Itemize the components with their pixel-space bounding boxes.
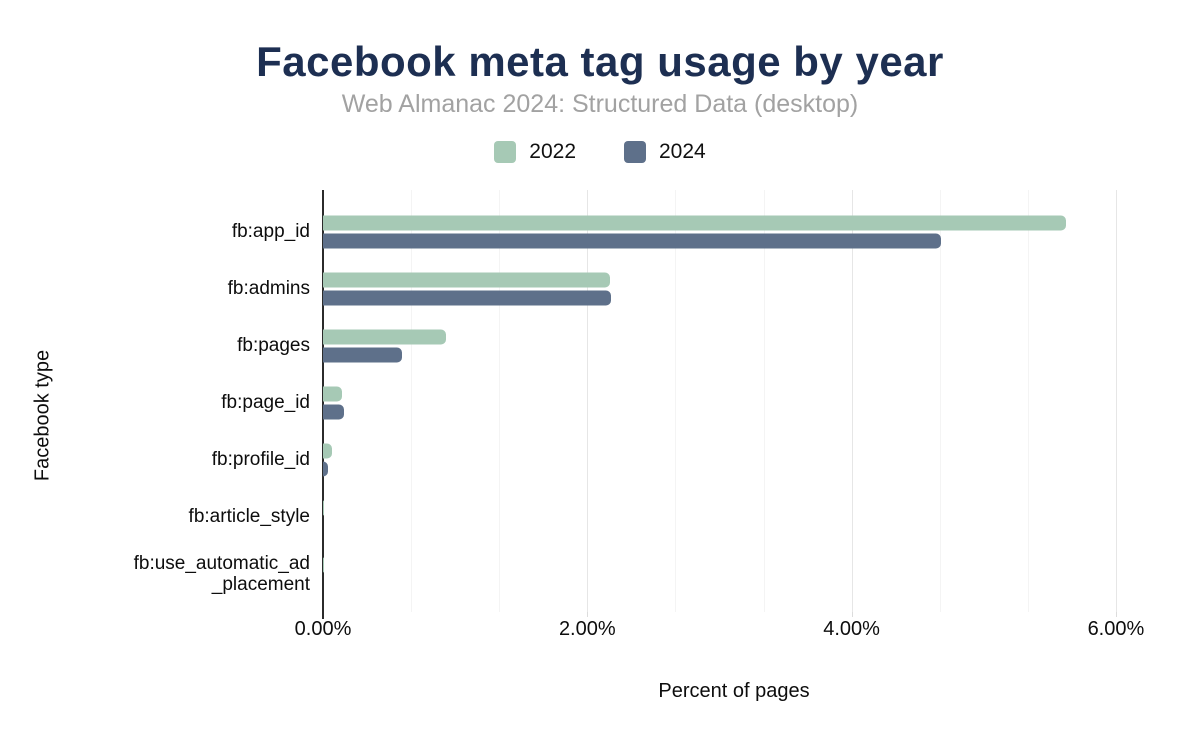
bar-pair: [323, 500, 1145, 533]
x-axis-tick-mark: [587, 612, 589, 617]
bar-2024-fb:page_id: [323, 404, 345, 419]
gridline-major: [851, 190, 853, 612]
category-label-fb:admins: fb:admins: [227, 278, 310, 299]
bar-2022-fb:use_automatic_ad_placement: [323, 557, 325, 572]
category-label-fb:article_style: fb:article_style: [188, 506, 310, 527]
bar-2022-fb:app_id: [323, 215, 1066, 230]
x-tick-label-6.00%: 6.00%: [1087, 618, 1145, 640]
x-tick-label-0.00%: 0.00%: [294, 618, 352, 640]
bar-row-fb:page_id: [323, 374, 1145, 431]
bar-pair: [323, 443, 1145, 476]
bar-pair: [323, 386, 1145, 419]
gridline-minor: [675, 190, 677, 612]
x-tick-label-4.00%: 4.00%: [823, 618, 880, 640]
category-label-fb:profile_id: fb:profile_id: [211, 449, 310, 470]
bar-pair: [323, 215, 1145, 248]
bar-2024-fb:pages: [323, 347, 403, 362]
zero-tick-mark: [322, 612, 324, 619]
bar-row-fb:profile_id: [323, 431, 1145, 488]
x-axis-title: Percent of pages: [658, 680, 810, 702]
gridline-major: [1115, 190, 1117, 612]
bar-2022-fb:article_style: [323, 500, 325, 515]
category-label-fb:page_id: fb:page_id: [221, 392, 310, 413]
gridline-minor: [499, 190, 501, 612]
bar-rows: [323, 203, 1145, 602]
gridline-minor: [411, 190, 413, 612]
bar-row-fb:article_style: [323, 488, 1145, 545]
bar-2022-fb:pages: [323, 329, 446, 344]
category-label-fb:app_id: fb:app_id: [231, 221, 310, 242]
bar-2024-fb:app_id: [323, 233, 942, 248]
bar-pair: [323, 329, 1145, 362]
legend-item-2024: 2024: [624, 140, 706, 164]
y-axis-tick-labels: fb:app_id fb:admins fb:pages fb:page_id fb:p…: [60, 203, 310, 602]
chart-title: Facebook meta tag usage by year: [256, 38, 944, 85]
chart-subtitle: Web Almanac 2024: Structured Data (deskt…: [341, 90, 859, 118]
legend-item-2022: 2022: [494, 140, 576, 164]
gridline-minor: [939, 190, 941, 612]
bar-row-fb:pages: [323, 317, 1145, 374]
x-tick-label-2.00%: 2.00%: [558, 618, 616, 640]
plot-area: [322, 190, 1145, 619]
gridline-minor: [763, 190, 765, 612]
bar-row-fb:app_id: [323, 203, 1145, 260]
x-axis-tick-mark: [1115, 612, 1117, 617]
bar-row-fb:use_automatic_ad_placement: [323, 545, 1145, 602]
bar-pair: [323, 272, 1145, 305]
bar-2024-fb:profile_id: [323, 461, 329, 476]
category-label-fb:use_automatic_ad_placement: fb:use_automatic_ad _placement: [133, 552, 310, 595]
legend-label: 2024: [659, 140, 706, 163]
bar-2022-fb:page_id: [323, 386, 342, 401]
gridline-minor: [1027, 190, 1029, 612]
legend-swatch-2024: [624, 141, 646, 163]
legend-label: 2022: [529, 140, 576, 163]
bar-2022-fb:admins: [323, 272, 610, 287]
y-axis-title: Facebook type: [31, 349, 54, 482]
bar-pair: [323, 557, 1145, 590]
y-axis-line: [322, 190, 324, 612]
category-label-fb:pages: fb:pages: [237, 335, 310, 356]
legend: 2022 2024: [0, 140, 1200, 164]
bar-2022-fb:profile_id: [323, 443, 333, 458]
x-axis-tick-mark: [851, 612, 853, 617]
gridline-major: [587, 190, 589, 612]
bar-2024-fb:admins: [323, 290, 612, 305]
bar-row-fb:admins: [323, 260, 1145, 317]
legend-swatch-2022: [494, 141, 517, 163]
